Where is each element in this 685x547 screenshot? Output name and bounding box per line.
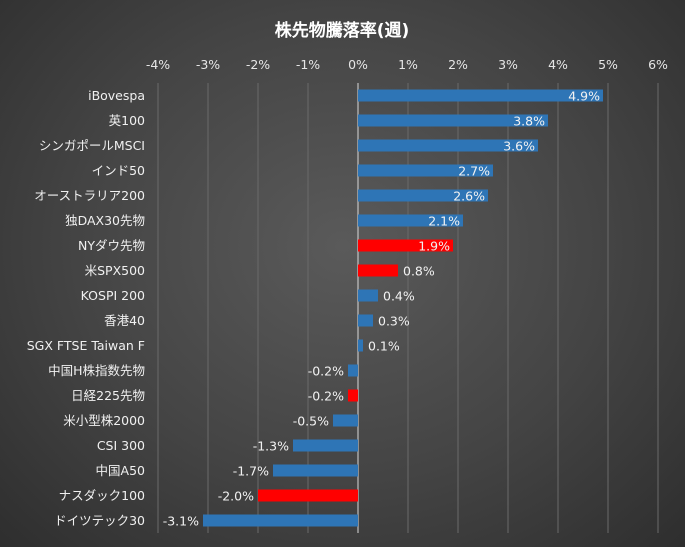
- data-label: 0.1%: [368, 339, 400, 354]
- x-tick-label: 5%: [598, 57, 618, 72]
- category-label: SGX FTSE Taiwan F: [27, 338, 145, 353]
- category-label: ナスダック100: [59, 488, 145, 503]
- category-label: iBovespa: [88, 88, 145, 103]
- bar: [358, 189, 488, 202]
- gridlines: [157, 83, 659, 533]
- data-label: 2.7%: [458, 164, 490, 179]
- category-label: 独DAX30先物: [65, 213, 145, 228]
- bar: [358, 89, 603, 102]
- x-tick-label: -3%: [196, 57, 220, 72]
- category-label: 中国H株指数先物: [48, 363, 145, 378]
- x-tick-label: 0%: [348, 57, 368, 72]
- data-label: 0.8%: [403, 264, 435, 279]
- data-label: -1.7%: [233, 464, 269, 479]
- data-label: 0.3%: [378, 314, 410, 329]
- data-label: 3.6%: [503, 139, 535, 154]
- category-label: オーストラリア200: [34, 188, 145, 203]
- x-tick-label: -2%: [246, 57, 270, 72]
- data-labels: 4.9% 3.8% 3.6% 2.7% 2.6% 2.1% 1.9% 0.8% 0.4% 0.3%…: [163, 89, 600, 529]
- data-label: 0.4%: [383, 289, 415, 304]
- x-tick-label: 1%: [398, 57, 418, 72]
- x-tick-label: -4%: [146, 57, 170, 72]
- data-label: -0.2%: [308, 364, 344, 379]
- bar: [293, 439, 358, 452]
- category-label: シンガポールMSCI: [39, 138, 145, 153]
- bar: [348, 389, 358, 402]
- x-tick-label: 3%: [498, 57, 518, 72]
- chart-title: 株先物騰落率(週): [275, 20, 410, 41]
- category-label: 米SPX500: [85, 263, 145, 278]
- bar: [273, 464, 358, 477]
- category-label: 中国A50: [96, 463, 146, 478]
- category-label: インド50: [92, 163, 145, 178]
- bar: [358, 314, 373, 327]
- bar: [258, 489, 358, 502]
- data-label: -2.0%: [218, 489, 254, 504]
- category-label: 香港40: [104, 313, 145, 328]
- x-tick-label: 6%: [648, 57, 668, 72]
- category-label: ドイツテック30: [54, 513, 145, 528]
- x-axis-ticks: -4% -3% -2% -1% 0% 1% 2% 3% 4% 5% 6%: [146, 57, 668, 72]
- bar: [358, 264, 398, 277]
- data-label: -0.5%: [293, 414, 329, 429]
- data-label: 2.1%: [428, 214, 460, 229]
- category-label: NYダウ先物: [78, 238, 145, 253]
- category-label: 英100: [109, 113, 145, 128]
- bars: [203, 89, 603, 527]
- x-tick-label: 4%: [548, 57, 568, 72]
- x-tick-label: -1%: [296, 57, 320, 72]
- data-label: -0.2%: [308, 389, 344, 404]
- bar: [348, 364, 358, 377]
- category-label: CSI 300: [97, 438, 145, 453]
- bar: [333, 414, 358, 427]
- x-tick-label: 2%: [448, 57, 468, 72]
- bar: [358, 339, 363, 352]
- bar: [358, 139, 538, 152]
- bar: [358, 239, 453, 252]
- category-label: 米小型株2000: [63, 413, 145, 428]
- data-label: 4.9%: [568, 89, 600, 104]
- data-label: 1.9%: [418, 239, 450, 254]
- bar: [358, 289, 378, 302]
- bar: [358, 164, 493, 177]
- bar: [358, 214, 463, 227]
- data-label: 2.6%: [453, 189, 485, 204]
- bar: [358, 114, 548, 127]
- bar: [203, 514, 358, 527]
- category-label: KOSPI 200: [81, 288, 145, 303]
- data-label: -3.1%: [163, 514, 199, 529]
- data-label: -1.3%: [253, 439, 289, 454]
- data-label: 3.8%: [513, 114, 545, 129]
- category-label: 日経225先物: [71, 388, 145, 403]
- category-labels: iBovespa 英100 シンガポールMSCI インド50 オーストラリア200 独DA…: [27, 88, 145, 528]
